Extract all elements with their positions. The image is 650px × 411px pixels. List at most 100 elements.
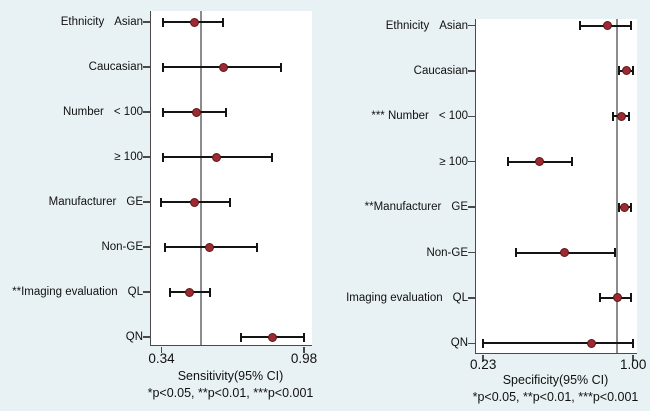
forest-row-label: Non-GE <box>426 245 468 261</box>
point-estimate-marker <box>192 107 202 117</box>
forest-row-label: ≥ 100 <box>114 149 143 165</box>
forest-row-label: Number < 100 <box>63 104 143 120</box>
point-estimate-marker <box>622 66 632 76</box>
ci-lower-cap <box>618 202 621 212</box>
y-axis-tick <box>468 24 475 27</box>
ci-upper-cap <box>229 197 232 207</box>
ci-lower-cap <box>612 111 615 121</box>
category-label: QL <box>452 291 468 304</box>
point-estimate-marker <box>189 17 199 27</box>
row-label-column: Ethnicity Asian Caucasian *** Number < 100 ≥ … <box>325 19 468 353</box>
point-estimate-marker <box>218 62 228 72</box>
category-label: GE <box>126 196 143 208</box>
y-axis-tick <box>143 66 150 68</box>
point-estimate-marker <box>620 202 630 212</box>
x-tick-label: 0.23 <box>470 357 497 372</box>
ci-lower-cap <box>162 107 165 117</box>
forest-row-label: ≥ 100 <box>439 154 468 170</box>
x-tick-label: 0.98 <box>290 351 318 366</box>
forest-row-label: Manufacturer GE <box>49 194 143 210</box>
ci-lower-cap <box>598 293 601 303</box>
subgroup-heading: *** Number <box>371 110 429 123</box>
point-estimate-marker <box>189 197 199 207</box>
ci-lower-cap <box>162 62 165 72</box>
reference-line <box>200 11 202 345</box>
category-label: Caucasian <box>413 64 468 77</box>
sensitivity-panel: Ethnicity Asian Caucasian Number < 100 ≥ 100 M… <box>0 11 318 400</box>
point-estimate-marker <box>560 248 570 257</box>
ci-lower-cap <box>507 157 510 167</box>
y-axis-tick <box>468 206 475 208</box>
y-axis-tick <box>468 160 475 163</box>
point-estimate-marker <box>185 287 195 297</box>
point-estimate-marker <box>612 293 622 303</box>
forest-row-label: Ethnicity Asian <box>61 14 143 30</box>
category-label: GE <box>451 201 468 214</box>
x-axis-tick <box>160 346 163 353</box>
ci-lower-cap <box>618 66 621 76</box>
ci-lower-cap <box>162 152 165 162</box>
subgroup-heading: Ethnicity <box>385 19 430 32</box>
forest-row-label: Non-GE <box>101 239 143 255</box>
ci-upper-cap <box>222 17 225 27</box>
point-estimate-marker <box>205 242 215 252</box>
ci-upper-cap <box>571 157 574 167</box>
ci-upper-cap <box>629 293 632 303</box>
ci-upper-cap <box>224 107 227 117</box>
x-axis-tick <box>303 346 305 353</box>
ci-upper-cap <box>255 242 258 252</box>
point-estimate-marker <box>212 152 222 162</box>
point-estimate-marker <box>616 111 626 121</box>
forest-row-label: *** Number < 100 <box>371 108 468 124</box>
category-label: Non-GE <box>426 246 468 259</box>
x-axis-tick <box>482 354 484 361</box>
point-estimate-marker <box>267 332 277 342</box>
category-label: < 100 <box>438 110 468 123</box>
subgroup-heading: Number <box>62 106 104 118</box>
ci-lower-cap <box>162 17 165 27</box>
forest-row-label: QN <box>126 329 143 345</box>
category-label: ≥ 100 <box>114 151 143 163</box>
ci-lower-cap <box>160 197 162 207</box>
category-label: QN <box>450 337 468 350</box>
sensitivity-plot-area <box>143 11 312 346</box>
forest-row-label: Imaging evaluation QL <box>346 290 468 306</box>
significance-footnote: *p<0.05, **p<0.01, ***p<0.001 <box>472 390 639 404</box>
ci-upper-cap <box>280 62 283 72</box>
category-label: Asian <box>114 16 143 28</box>
category-label: QL <box>127 286 143 298</box>
ci-lower-cap <box>240 332 243 342</box>
ci-lower-cap <box>514 248 517 257</box>
ci-lower-cap <box>579 21 582 30</box>
category-label: QN <box>125 331 143 343</box>
ci-lower-cap <box>168 287 171 297</box>
y-axis-tick <box>143 156 150 158</box>
ci-upper-cap <box>271 152 274 162</box>
y-axis-tick <box>143 21 150 23</box>
y-axis-tick <box>468 342 475 345</box>
ci-upper-cap <box>614 248 617 257</box>
y-axis-tick <box>143 336 150 338</box>
category-label: < 100 <box>113 106 143 118</box>
category-label: Non-GE <box>101 241 143 253</box>
x-axis-title: Specificity(95% CI) <box>502 373 609 387</box>
ci-upper-cap <box>627 111 630 121</box>
forest-row-label: QN <box>451 335 468 351</box>
row-label-column: Ethnicity Asian Caucasian Number < 100 ≥ 100 M… <box>0 11 143 345</box>
specificity-plot-area <box>468 19 637 354</box>
subgroup-heading: Imaging evaluation <box>346 291 443 304</box>
forest-row-label: Caucasian <box>414 63 468 79</box>
ci-whisker-line <box>482 342 633 345</box>
y-axis-tick <box>468 251 475 254</box>
y-axis-tick <box>143 246 150 248</box>
y-axis-tick <box>143 291 150 293</box>
subgroup-heading: Manufacturer <box>48 196 117 208</box>
x-axis-title: Sensitivity(95% CI) <box>177 369 284 383</box>
ci-upper-cap <box>208 287 211 297</box>
y-axis-tick <box>468 297 475 299</box>
reference-line <box>616 19 618 353</box>
ci-upper-cap <box>629 202 632 212</box>
subgroup-heading: Ethnicity <box>60 16 105 28</box>
point-estimate-marker <box>534 157 544 167</box>
